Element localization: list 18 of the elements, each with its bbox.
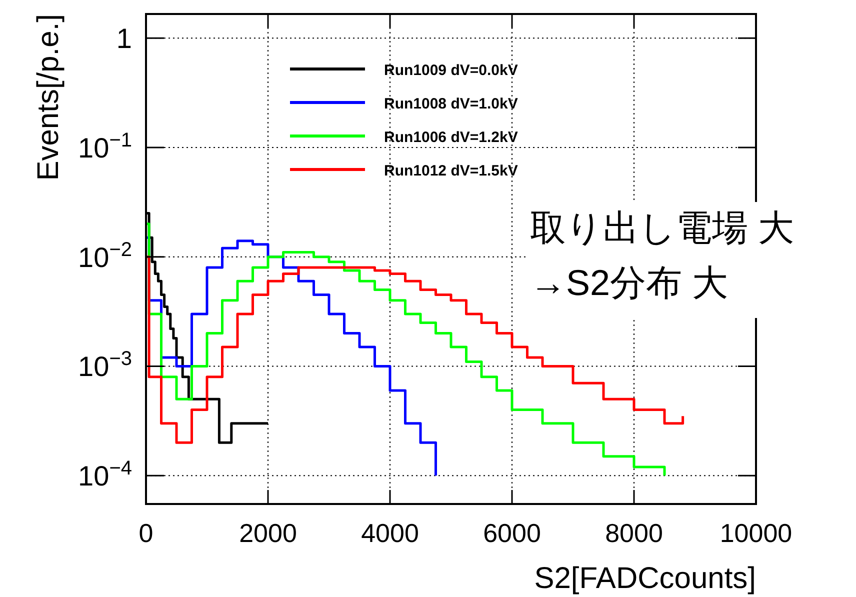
x-tick-label: 6000 — [483, 518, 541, 548]
y-tick-label: 10$^{−4}$ — [78, 458, 132, 492]
x-tick-label: 10000 — [720, 518, 792, 548]
y-tick-label: 10$^{−3}$ — [78, 348, 132, 382]
y-tick-label: 10$^{−2}$ — [78, 238, 132, 273]
y-tick-label: 1 — [116, 23, 132, 54]
y-axis-title: Events[/p.e.] — [32, 14, 65, 181]
legend-label: Run1012 dV=1.5kV — [384, 162, 518, 180]
x-tick-label: 4000 — [361, 518, 419, 548]
x-tick-label: 8000 — [605, 518, 663, 548]
legend-label: Run1008 dV=1.0kV — [384, 96, 518, 112]
y-tick-label: 10$^{−1}$ — [78, 129, 132, 164]
x-tick-label: 2000 — [239, 518, 297, 548]
x-axis-title: S2[FADCcounts] — [534, 562, 756, 595]
annotation: 取り出し電場 大 →S2分布 大 — [530, 207, 794, 303]
legend-label: Run1006 dV=1.2kV — [384, 129, 518, 146]
legend-label: Run1009 dV=0.0kV — [384, 62, 518, 79]
x-tick-label: 0 — [138, 518, 154, 548]
